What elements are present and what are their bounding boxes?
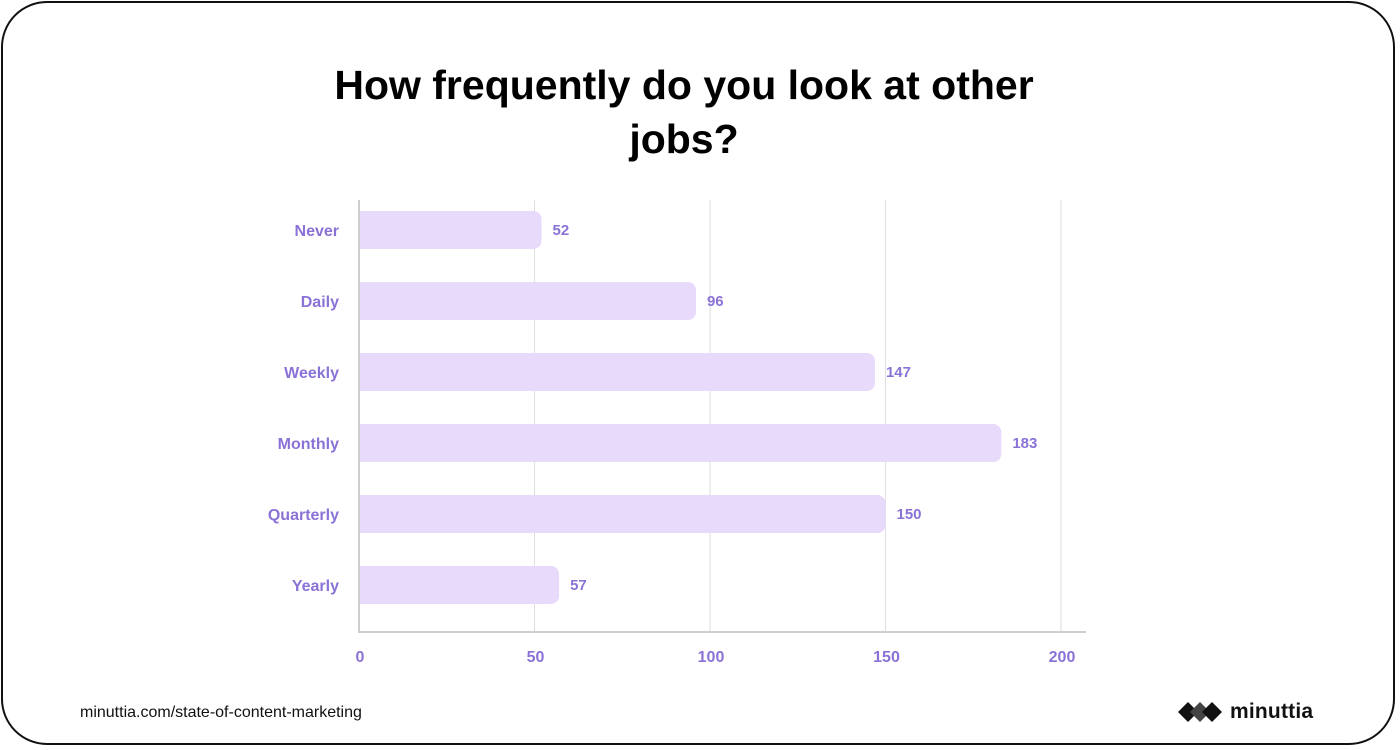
category-label: Yearly bbox=[292, 578, 339, 595]
category-label: Monthly bbox=[278, 436, 339, 453]
minuttia-logo-icon bbox=[1178, 702, 1222, 722]
bar-base-weekly bbox=[359, 353, 369, 391]
x-tick-label: 50 bbox=[527, 649, 545, 666]
category-label: Daily bbox=[301, 294, 339, 311]
data-label: 96 bbox=[707, 293, 724, 310]
bar-base-quarterly bbox=[359, 495, 369, 533]
category-label: Weekly bbox=[284, 365, 339, 382]
category-label: Never bbox=[295, 223, 339, 240]
brand-name: minuttia bbox=[1230, 700, 1314, 723]
bar-never bbox=[359, 211, 542, 249]
bar-base-daily bbox=[359, 282, 369, 320]
bar-yearly bbox=[359, 566, 560, 604]
category-label: Quarterly bbox=[268, 507, 339, 524]
bar-base-never bbox=[359, 211, 369, 249]
bar-daily bbox=[359, 282, 696, 320]
data-label: 52 bbox=[553, 222, 570, 239]
x-tick-label: 0 bbox=[356, 649, 365, 666]
data-label: 147 bbox=[886, 364, 911, 381]
source-url[interactable]: minuttia.com/state-of-content-marketing bbox=[80, 704, 362, 721]
data-label: 57 bbox=[570, 577, 587, 594]
bar-weekly bbox=[359, 353, 875, 391]
x-tick-label: 150 bbox=[873, 649, 900, 666]
data-label: 183 bbox=[1012, 435, 1037, 452]
x-tick-label: 100 bbox=[698, 649, 725, 666]
chart-title: How frequently do you look at other jobs… bbox=[334, 62, 1034, 162]
brand-logo: minuttia bbox=[1178, 700, 1313, 724]
bar-base-yearly bbox=[359, 566, 369, 604]
x-tick-label: 200 bbox=[1049, 649, 1076, 666]
data-label: 150 bbox=[897, 506, 922, 523]
bar-quarterly bbox=[359, 495, 886, 533]
bar-base-monthly bbox=[359, 424, 369, 462]
bar-monthly bbox=[359, 424, 1002, 462]
